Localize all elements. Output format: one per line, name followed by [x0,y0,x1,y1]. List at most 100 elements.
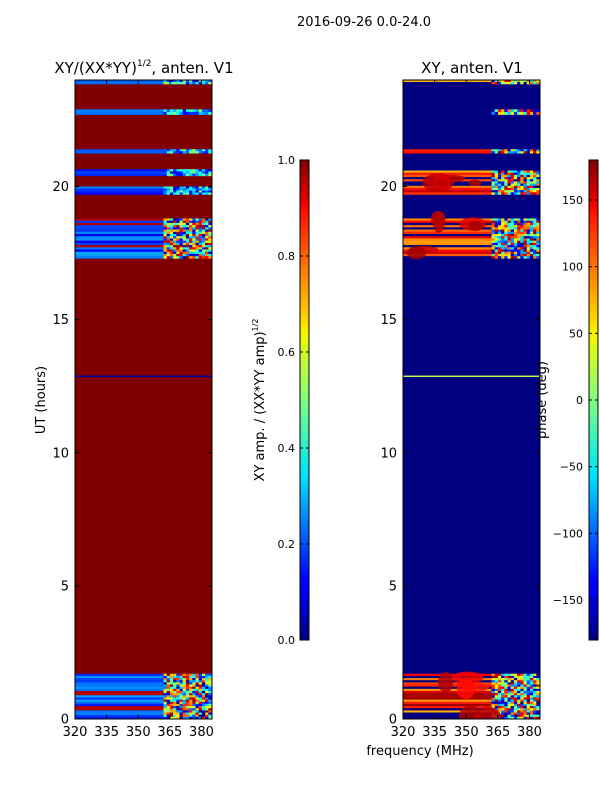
xy-phase-cell [517,181,521,184]
xy-phase-cell [536,177,540,180]
amplitude-ratio-band [75,375,212,378]
xy-phase-cell [517,688,521,692]
xy-phase-cell [501,678,505,681]
amplitude-ratio-cell [198,706,203,709]
xy-phase-cell [510,149,515,152]
xy-phase-cell [526,703,531,707]
amplitude-ratio-cell [75,688,164,692]
amplitude-ratio-cell [201,699,206,703]
amplitude-ratio-cell [173,192,177,195]
amplitude-ratio-cell [185,716,190,719]
amplitude-ratio-cell [195,169,200,172]
xy-phase-cell [491,177,496,180]
xy-phase-cell [403,149,492,152]
xy-phase-cell [507,682,512,685]
xy-phase-cell [533,238,537,241]
xy-phase-colorbar-tick-label: 100 [562,261,583,274]
xy-phase-cell [497,177,502,180]
amplitude-ratio-cell [75,233,164,237]
amplitude-ratio-cell [195,253,200,257]
amplitude-ratio-cell [189,684,193,687]
amplitude-ratio-cell [166,256,171,259]
xy-phase-cell [510,675,515,679]
amplitude-ratio-cell [208,256,212,259]
amplitude-ratio-cell [182,675,187,679]
xy-phase-cell [403,220,492,224]
amplitude-ratio-cell [195,151,200,154]
xy-phase-cell [520,177,524,180]
amplitude-ratio-cell [176,188,180,191]
amplitude-ratio-cell [166,695,171,698]
xy-phase-cell [523,716,528,719]
xy-phase-cell [517,701,521,705]
xy-phase-cell [526,181,531,184]
xy-phase-cell [501,675,505,679]
xy-phase-cell [494,697,499,700]
amplitude-ratio-cell [169,701,174,705]
xy-phase-cell [494,151,499,154]
xy-phase-cell [504,256,508,259]
xy-phase-cell [497,673,502,677]
amplitude-ratio-cell [185,251,190,255]
amplitude-ratio-cell [169,686,174,690]
xy-phase-cell [504,172,508,176]
amplitude-ratio-cell [75,149,164,152]
xy-phase-cell [520,716,524,719]
amplitude-ratio-ytick-label: 20 [52,180,69,195]
xy-phase-cell [491,242,496,246]
xy-phase-cell [526,712,531,715]
xy-phase-cell [491,684,496,687]
amplitude-ratio-cell [192,708,196,711]
amplitude-ratio-colorbar: 0.00.20.40.60.81.0 XY amp. / (XX*YY amp)… [251,154,310,647]
xy-phase-cell [501,708,505,711]
amplitude-ratio-cell [189,186,193,189]
amplitude-ratio-cell [185,690,190,694]
xy-phase-cell [403,245,492,248]
amplitude-ratio-cell [169,245,174,248]
xy-phase-cell [520,256,524,259]
xy-phase-cell [529,708,534,711]
xy-phase-cell [510,251,515,255]
xy-phase-cell [533,714,537,718]
xy-phase-cell [494,220,499,224]
xy-phase-cell [513,710,518,713]
xy-phase-cell [494,675,499,679]
amplitude-ratio-cell [163,80,168,83]
xy-phase-cell [494,185,499,189]
amplitude-ratio-cell [185,227,190,230]
amplitude-ratio-cell [179,227,184,230]
xy-phase-cell [494,249,499,253]
amplitude-ratio-cell [173,697,177,700]
amplitude-ratio-cell [163,712,168,715]
amplitude-ratio-cell [201,703,206,707]
xy-phase-cell [513,256,518,259]
amplitude-ratio-cell [163,693,168,696]
amplitude-ratio-cell [163,229,168,233]
amplitude-ratio-cell [189,173,193,177]
amplitude-ratio-cell [208,233,212,237]
amplitude-ratio-cell [201,192,206,195]
xy-phase-cell [513,242,518,246]
amplitude-ratio-cell [173,673,177,677]
xy-phase-cell [526,225,531,228]
amplitude-ratio-cell [163,190,168,193]
amplitude-ratio-cell [173,222,177,226]
amplitude-ratio-cell [205,675,209,679]
amplitude-ratio-cell [185,688,190,692]
xy-phase-cell [504,109,508,113]
amplitude-ratio-cell [176,233,180,237]
xy-phase-cell [403,716,492,719]
amplitude-ratio-cell [176,173,180,177]
xy-phase-cell [497,181,502,184]
xy-phase-cell [517,251,521,255]
amplitude-ratio-colorbar-gradient [299,159,310,641]
xy-phase-cell [507,222,512,226]
amplitude-ratio-cell [179,236,184,239]
amplitude-ratio-cell [192,699,196,703]
amplitude-ratio-cell [176,710,180,713]
xy-phase-cell [526,245,531,248]
xy-phase-cell [520,695,524,698]
xy-phase-cell [507,684,512,687]
xy-phase-cell [526,675,531,679]
xy-phase-cell [536,170,540,174]
